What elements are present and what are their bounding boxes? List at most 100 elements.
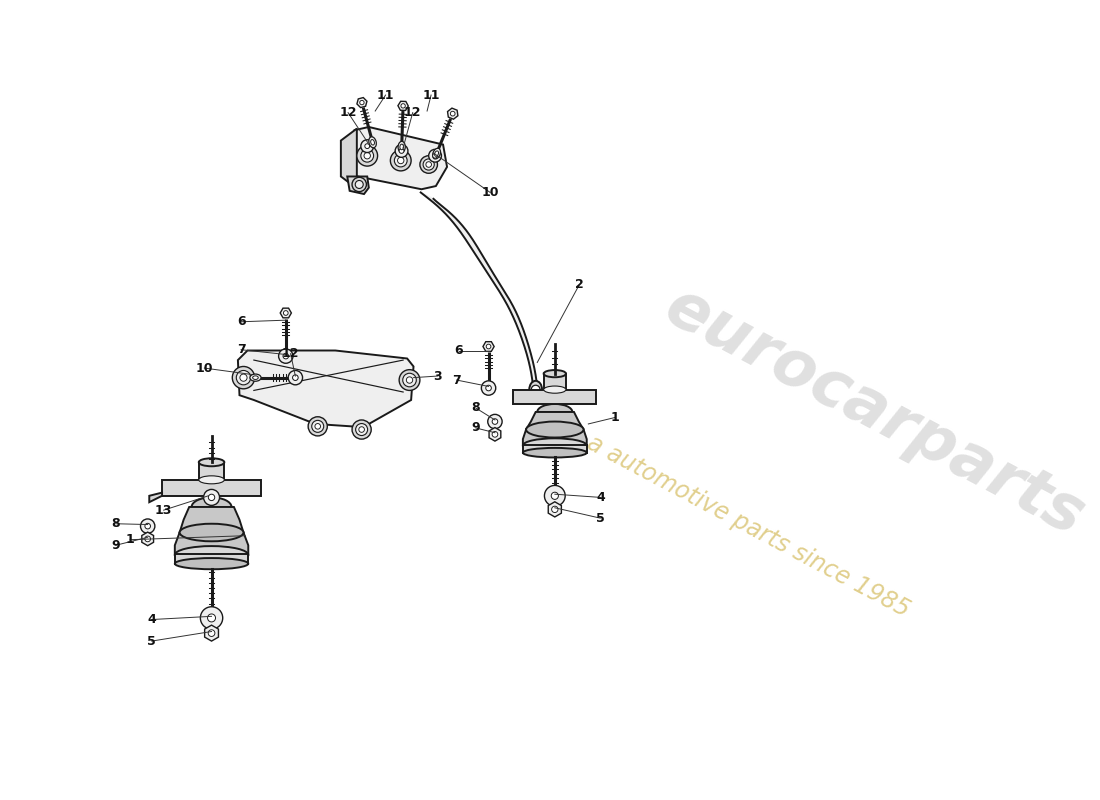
Ellipse shape (522, 448, 586, 458)
Circle shape (356, 146, 377, 166)
Ellipse shape (283, 350, 289, 362)
Circle shape (395, 154, 407, 167)
Circle shape (204, 490, 220, 506)
Text: 1: 1 (610, 411, 619, 424)
Circle shape (145, 536, 151, 542)
Bar (514, 390, 596, 404)
Text: 8: 8 (111, 518, 120, 530)
Ellipse shape (179, 524, 243, 542)
Circle shape (288, 370, 302, 385)
Circle shape (399, 149, 404, 154)
Circle shape (278, 349, 293, 363)
Ellipse shape (199, 476, 224, 484)
Polygon shape (348, 177, 369, 194)
Ellipse shape (485, 382, 492, 394)
Polygon shape (150, 493, 162, 502)
Circle shape (200, 606, 222, 629)
Circle shape (403, 374, 416, 387)
Ellipse shape (368, 137, 376, 148)
Text: 4: 4 (147, 613, 156, 626)
Polygon shape (448, 108, 458, 119)
Ellipse shape (434, 151, 439, 156)
Text: 1: 1 (125, 534, 134, 546)
Circle shape (397, 158, 404, 164)
Ellipse shape (543, 370, 566, 378)
Circle shape (399, 370, 420, 390)
Text: 10: 10 (482, 186, 499, 199)
Ellipse shape (250, 374, 261, 382)
Ellipse shape (543, 386, 566, 394)
Ellipse shape (487, 386, 491, 391)
Circle shape (208, 614, 216, 622)
Ellipse shape (398, 142, 405, 153)
Polygon shape (238, 350, 414, 427)
Ellipse shape (175, 558, 249, 570)
Ellipse shape (371, 139, 374, 145)
Polygon shape (522, 430, 586, 446)
Polygon shape (205, 625, 219, 641)
Polygon shape (350, 127, 447, 190)
Text: 7: 7 (236, 343, 245, 356)
Text: 9: 9 (472, 422, 480, 434)
Polygon shape (341, 129, 356, 189)
Circle shape (208, 630, 214, 637)
Text: 11: 11 (422, 89, 440, 102)
Ellipse shape (537, 404, 572, 420)
Circle shape (293, 375, 298, 381)
Ellipse shape (253, 376, 258, 379)
Circle shape (531, 386, 540, 394)
Text: 13: 13 (155, 504, 173, 517)
Circle shape (352, 178, 366, 192)
Circle shape (145, 523, 151, 529)
Circle shape (420, 156, 438, 174)
Circle shape (359, 426, 364, 432)
Text: 11: 11 (377, 89, 394, 102)
Circle shape (432, 154, 438, 158)
Circle shape (293, 375, 298, 380)
Text: 12: 12 (404, 106, 421, 119)
Ellipse shape (284, 354, 287, 359)
Circle shape (308, 417, 328, 436)
Ellipse shape (522, 438, 586, 453)
Circle shape (355, 181, 363, 189)
Polygon shape (175, 533, 249, 555)
Circle shape (486, 386, 492, 391)
Circle shape (400, 104, 405, 108)
Ellipse shape (432, 148, 440, 159)
Circle shape (450, 111, 455, 116)
Polygon shape (420, 193, 537, 391)
Circle shape (365, 144, 370, 149)
Bar (522, 445, 586, 453)
Ellipse shape (191, 498, 231, 517)
Circle shape (141, 519, 155, 534)
Circle shape (361, 140, 374, 153)
Ellipse shape (526, 422, 584, 438)
Text: a automotive parts since 1985: a automotive parts since 1985 (583, 431, 913, 622)
Text: 4: 4 (596, 491, 605, 504)
Circle shape (364, 153, 371, 159)
Ellipse shape (529, 381, 542, 398)
Circle shape (395, 145, 408, 158)
Circle shape (390, 150, 411, 171)
Circle shape (482, 381, 496, 395)
Circle shape (492, 418, 497, 424)
Polygon shape (356, 98, 367, 107)
Circle shape (487, 414, 502, 429)
Circle shape (360, 100, 364, 105)
Text: 3: 3 (433, 370, 442, 382)
Polygon shape (398, 102, 408, 110)
Circle shape (284, 310, 288, 315)
Ellipse shape (175, 546, 249, 564)
Circle shape (240, 374, 248, 382)
Polygon shape (548, 502, 561, 517)
Polygon shape (526, 412, 584, 430)
Bar (162, 480, 261, 496)
Circle shape (283, 354, 288, 359)
Text: 7: 7 (452, 374, 461, 386)
Ellipse shape (400, 144, 404, 150)
Text: 8: 8 (472, 402, 480, 414)
Circle shape (486, 344, 491, 349)
Text: 6: 6 (454, 344, 463, 357)
Text: 12: 12 (339, 106, 356, 119)
Polygon shape (179, 507, 243, 533)
